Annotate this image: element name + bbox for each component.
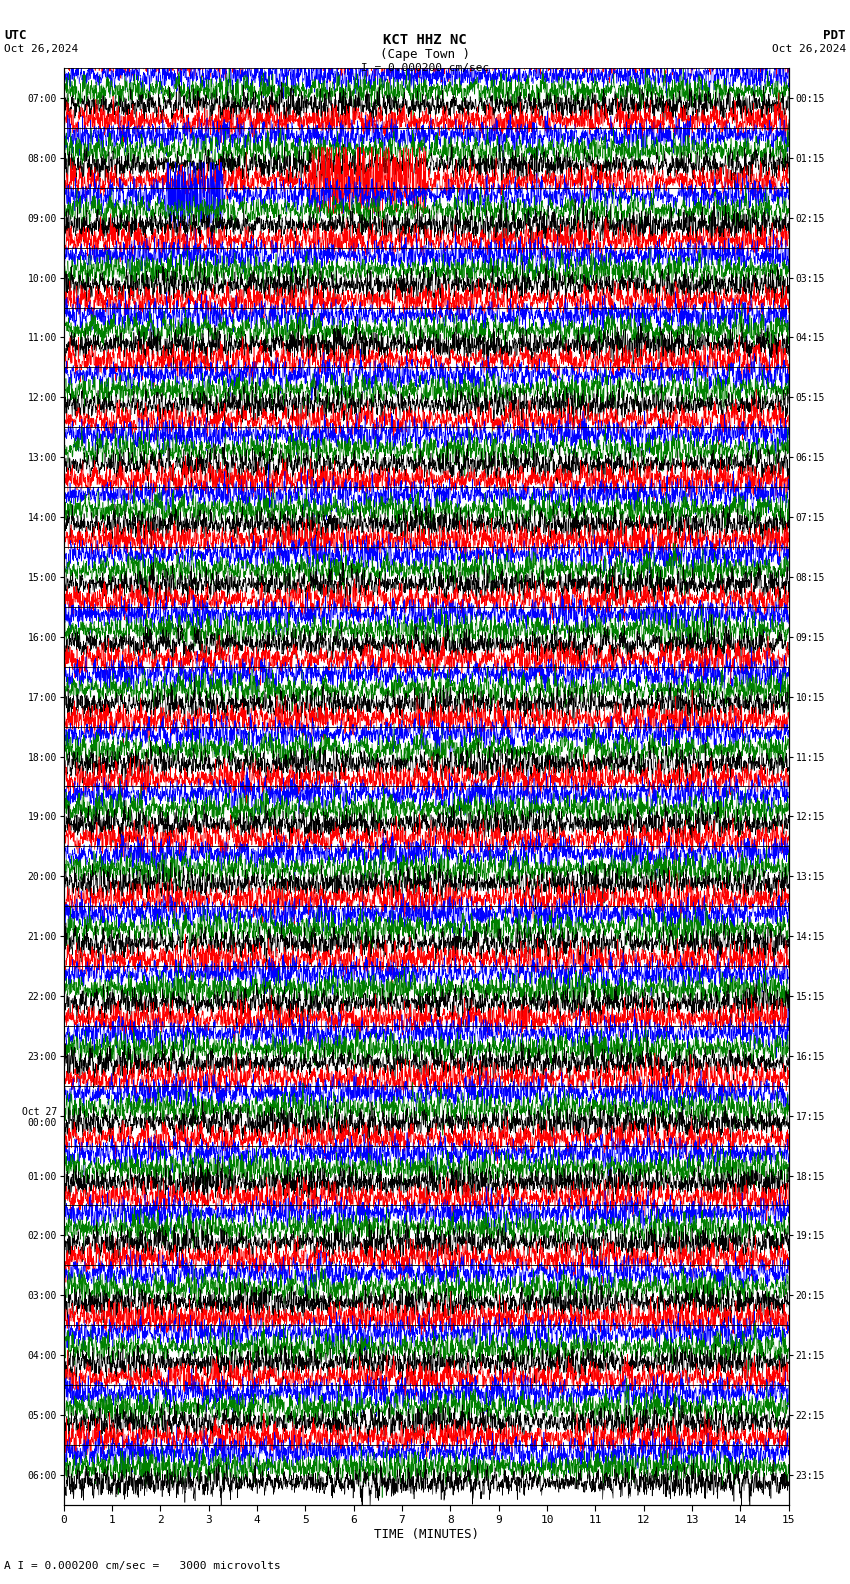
Text: Oct 26,2024: Oct 26,2024: [772, 44, 846, 54]
Text: PDT: PDT: [824, 29, 846, 41]
X-axis label: TIME (MINUTES): TIME (MINUTES): [374, 1529, 479, 1541]
Text: UTC: UTC: [4, 29, 26, 41]
Text: A I = 0.000200 cm/sec =   3000 microvolts: A I = 0.000200 cm/sec = 3000 microvolts: [4, 1562, 281, 1571]
Text: Oct 26,2024: Oct 26,2024: [4, 44, 78, 54]
Text: (Cape Town ): (Cape Town ): [380, 48, 470, 60]
Text: KCT HHZ NC: KCT HHZ NC: [383, 33, 467, 48]
Text: I = 0.000200 cm/sec: I = 0.000200 cm/sec: [361, 63, 489, 73]
